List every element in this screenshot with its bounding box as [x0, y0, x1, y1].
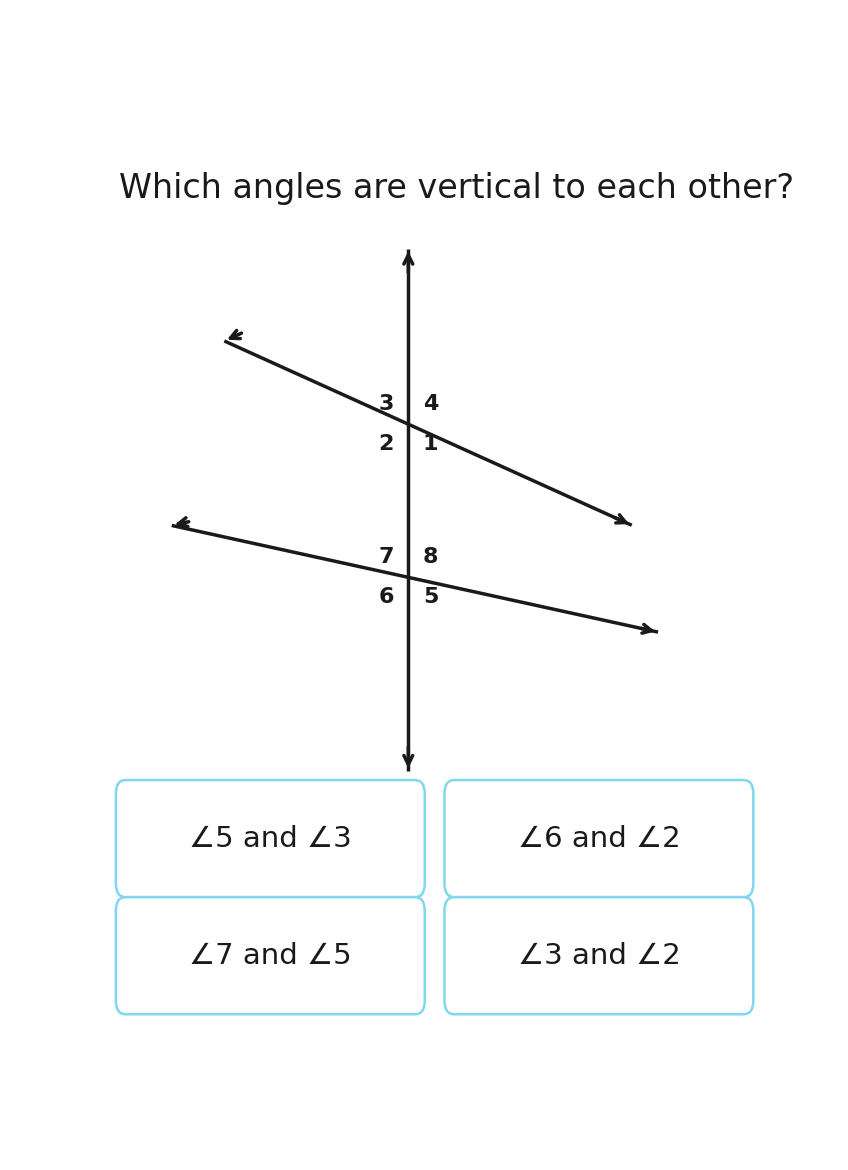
Text: ∠5 and ∠3: ∠5 and ∠3 [189, 825, 352, 853]
Text: 7: 7 [378, 548, 393, 567]
Text: Which angles are vertical to each other?: Which angles are vertical to each other? [119, 172, 795, 205]
FancyBboxPatch shape [444, 897, 753, 1014]
Text: 8: 8 [423, 548, 438, 567]
Text: 2: 2 [378, 434, 393, 454]
FancyBboxPatch shape [444, 780, 753, 897]
Text: 6: 6 [378, 587, 393, 607]
Text: ∠6 and ∠2: ∠6 and ∠2 [517, 825, 680, 853]
Text: 1: 1 [423, 434, 438, 454]
Text: 3: 3 [378, 394, 393, 414]
FancyBboxPatch shape [116, 897, 425, 1014]
FancyBboxPatch shape [116, 780, 425, 897]
Text: 4: 4 [423, 394, 438, 414]
Text: ∠7 and ∠5: ∠7 and ∠5 [189, 942, 352, 970]
Text: ∠3 and ∠2: ∠3 and ∠2 [517, 942, 680, 970]
Text: 5: 5 [423, 587, 438, 607]
